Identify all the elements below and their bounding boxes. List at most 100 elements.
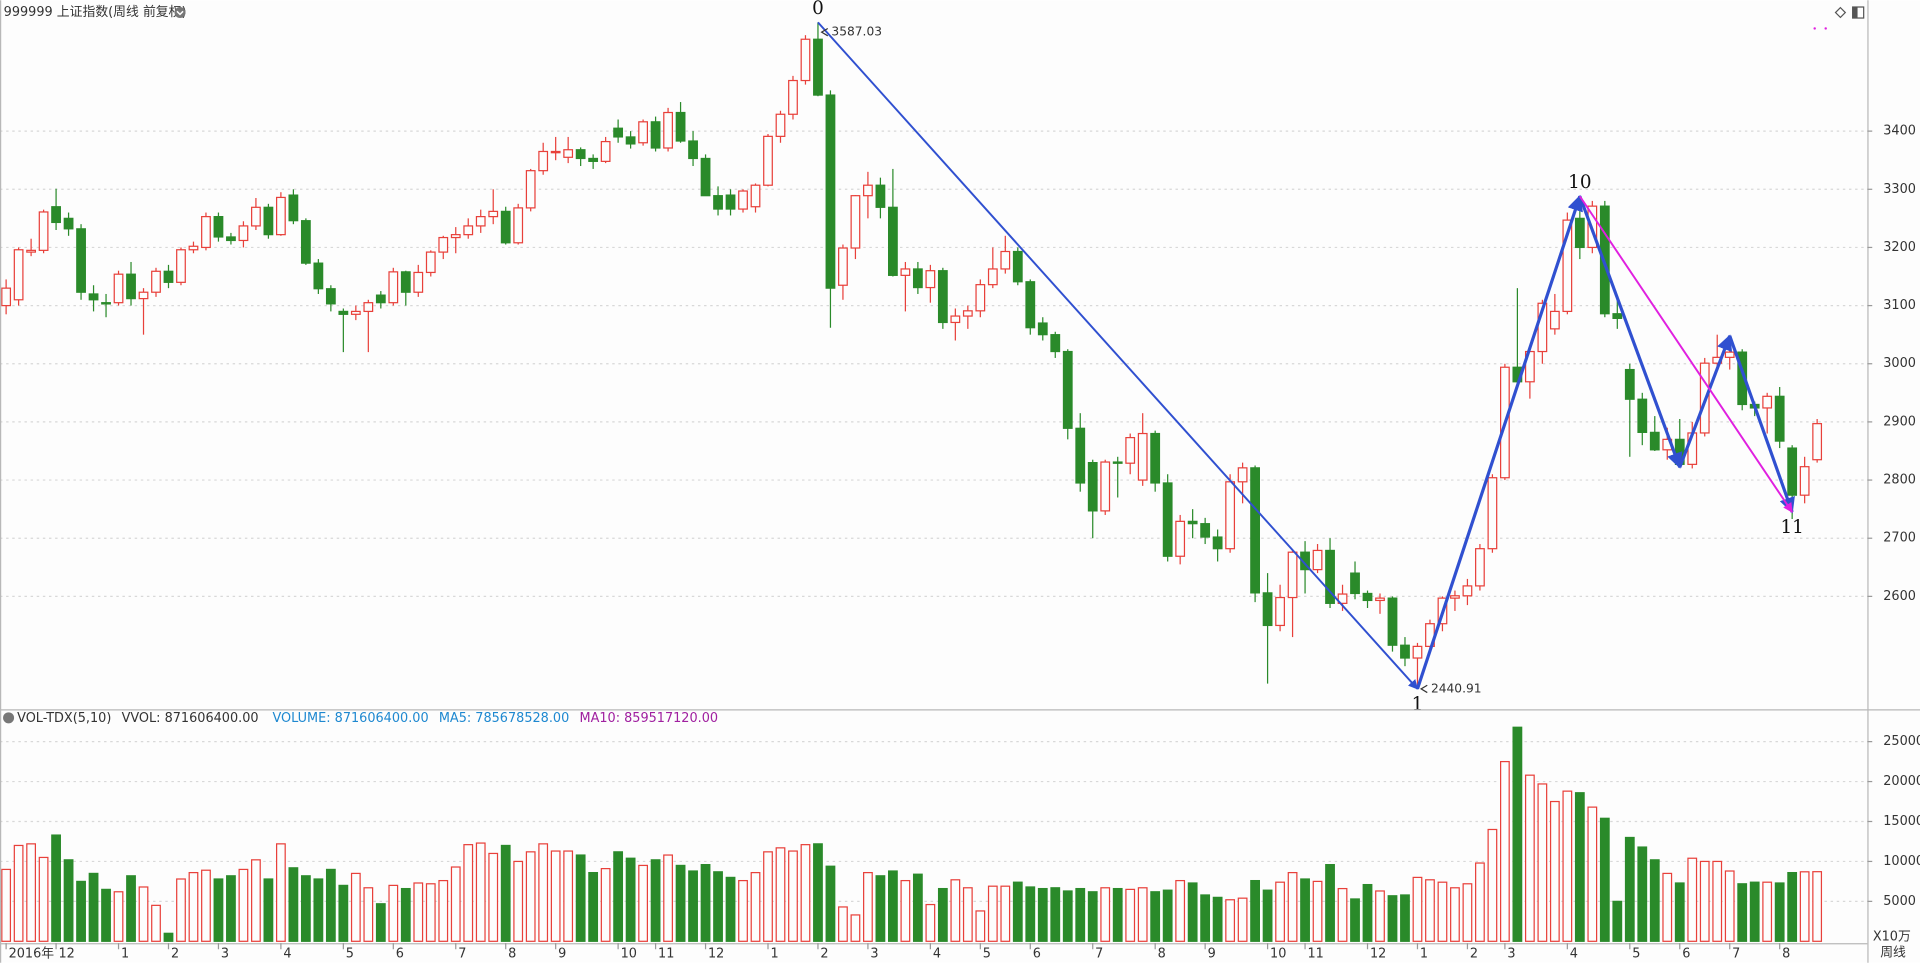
volume-bar (1749, 881, 1760, 942)
volume-bar (1062, 890, 1073, 942)
volume-panel (1, 726, 1823, 942)
candle-body (513, 207, 524, 244)
candle-body (1050, 334, 1061, 353)
volume-bar (1612, 900, 1623, 942)
volume-bar (1087, 891, 1098, 942)
volume-bar (463, 844, 474, 942)
volume-bar (113, 891, 124, 942)
volume-bar (1599, 817, 1610, 942)
candle-body (1337, 593, 1348, 604)
candle-body (1275, 596, 1285, 627)
volume-bar (788, 850, 798, 942)
diamond-icon[interactable] (1834, 6, 1847, 19)
volume-bar (238, 868, 249, 942)
candle-body (838, 247, 848, 286)
volume-bar (825, 865, 836, 942)
candle-body (1787, 447, 1798, 496)
volume-bar (625, 857, 636, 942)
volume-bar (1500, 760, 1510, 942)
volume-bar (1300, 878, 1310, 942)
volume-bar (475, 842, 486, 942)
candle-body (738, 190, 748, 210)
wave-line (817, 21, 1419, 690)
candle-body (1325, 549, 1335, 604)
legend-dot (1813, 27, 1816, 30)
candle-body (438, 236, 449, 253)
x-tick-label: 2 (171, 947, 179, 962)
candle-body (138, 291, 149, 300)
candle-body (962, 310, 973, 317)
volume-bar (613, 851, 624, 942)
candle-body (63, 217, 74, 230)
volume-bar (725, 876, 736, 942)
volume-bar (1624, 836, 1635, 942)
candle-body (400, 271, 411, 293)
candle-body (413, 271, 424, 293)
volume-bar (151, 904, 161, 942)
candle-body (1112, 461, 1123, 464)
candle-body (1637, 398, 1648, 433)
candle-body (713, 195, 723, 210)
candle-body (987, 268, 998, 286)
volume-bar (1237, 897, 1248, 942)
title-menu-icon[interactable] (174, 7, 186, 19)
volume-bar (550, 850, 561, 942)
candle-body (1100, 461, 1111, 512)
y-tick-label: 3200 (1883, 240, 1916, 255)
candle-body (875, 184, 886, 208)
volume-bar (450, 866, 461, 942)
volume-bar (388, 884, 399, 942)
volume-bar (1724, 870, 1735, 942)
x-tick-label: 5 (983, 947, 991, 962)
volume-bar (1487, 828, 1498, 942)
volume-bar (400, 887, 411, 942)
x-tick-label: 12 (59, 947, 75, 962)
candle-body (700, 157, 711, 197)
volume-bar (1799, 871, 1810, 942)
volume-bar (1012, 881, 1023, 942)
y-tick-label: 2700 (1883, 531, 1916, 546)
volume-bar (1524, 774, 1535, 942)
candle-body (688, 140, 698, 160)
candle-body (375, 294, 386, 304)
candle-body (1799, 466, 1810, 496)
wave-lines: 0 3587.03 1 2440.91 10 11 (812, 0, 1804, 715)
volume-bar (1337, 887, 1348, 942)
wave-line (1678, 334, 1733, 468)
candle-body (1175, 520, 1186, 557)
candle-body (126, 273, 136, 300)
volume-bar (1562, 790, 1573, 942)
candle-body (1, 287, 12, 307)
volume-bar (1574, 792, 1585, 942)
volume-unit: X10万 (1873, 930, 1911, 945)
volume-bar (1462, 883, 1473, 942)
candle-body (1450, 595, 1460, 599)
volume-bar (275, 843, 286, 942)
volume-bar (1000, 885, 1011, 942)
x-tick-label: 8 (1158, 947, 1166, 962)
vol-menu-icon[interactable] (3, 712, 15, 724)
x-tick-label: 1 (770, 947, 778, 962)
volume-bar (650, 859, 661, 942)
candle-body (1375, 597, 1385, 602)
volume-bar (51, 834, 61, 942)
wave-line (1728, 335, 1795, 514)
x-tick-label: 12 (708, 947, 724, 962)
volume-bar (850, 914, 861, 942)
volume-bar (425, 883, 436, 942)
candle-body (213, 216, 224, 238)
candle-body (800, 38, 811, 82)
volume-bar (363, 887, 374, 942)
candle-body (925, 270, 936, 289)
candle-body (113, 273, 124, 304)
volume-bar (1175, 879, 1186, 942)
x-tick-label: 3 (1507, 947, 1515, 962)
candle-body (1162, 482, 1173, 557)
candle-body (725, 194, 736, 210)
x-tick-label: 4 (933, 947, 941, 962)
volume-bar (738, 879, 748, 942)
volume-bar (588, 871, 599, 942)
candle-body (1262, 592, 1273, 627)
volume-bar (838, 906, 848, 942)
x-tick-label: 10 (621, 947, 637, 962)
